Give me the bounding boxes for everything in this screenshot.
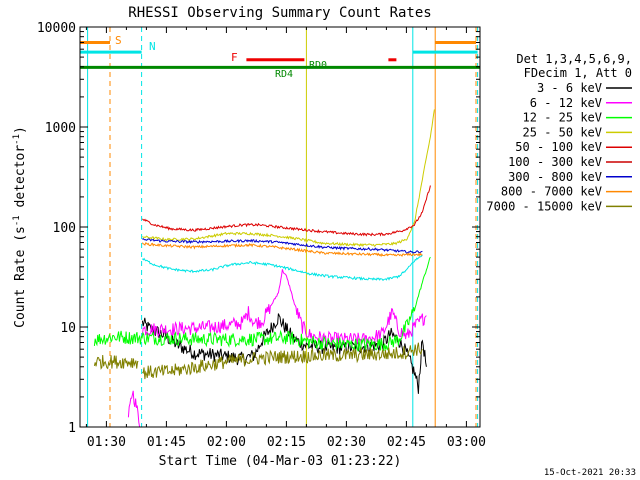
series-25-50-kev-line bbox=[142, 109, 435, 248]
legend-label-7000-15000-kev: 7000 - 15000 keV bbox=[486, 199, 602, 213]
x-tick-label: 01:30 bbox=[87, 435, 126, 450]
legend-label-800-7000-kev: 800 - 7000 keV bbox=[501, 185, 602, 199]
series-12-25-kev-line bbox=[93, 256, 431, 352]
series-6-12-kev-line-2 bbox=[141, 269, 427, 347]
rd0-flag-label: RD0 bbox=[309, 60, 327, 71]
legend-header-line-1: Det 1,3,4,5,6,9, bbox=[516, 52, 632, 66]
flare-flag-label: F bbox=[231, 51, 238, 64]
y-axis-label-sup1: -1 bbox=[12, 215, 22, 226]
series-50-100-kev-line bbox=[142, 185, 431, 237]
vertical-markers bbox=[87, 27, 479, 427]
x-tick-label: 01:45 bbox=[147, 435, 186, 450]
axis-ticks: 01:30 01:45 02:00 02:15 02:30 02:45 03:00 1 10 10… bbox=[37, 21, 486, 450]
y-tick-label: 1 bbox=[68, 421, 76, 436]
saa-flag-label: S bbox=[115, 34, 122, 47]
series-7000-15000-kev-line-1 bbox=[93, 354, 139, 370]
rd4-flag-label: RD4 bbox=[275, 69, 293, 80]
y-axis-label-end: ) bbox=[13, 126, 28, 134]
legend-label-25-50-kev: 25 - 50 keV bbox=[523, 125, 602, 139]
series-800-7000-kev-line bbox=[141, 242, 423, 258]
y-axis-label: Count Rate (s-1 detector-1) bbox=[12, 126, 28, 328]
y-tick-label: 10000 bbox=[37, 21, 76, 36]
y-tick-label: 1000 bbox=[45, 121, 76, 136]
y-tick-label: 10 bbox=[60, 321, 76, 336]
x-tick-label: 02:15 bbox=[267, 435, 306, 450]
legend-label-12-25-kev: 12 - 25 keV bbox=[523, 111, 602, 125]
night-flag-label: N bbox=[149, 40, 156, 53]
legend-label-300-800-kev: 300 - 800 keV bbox=[508, 170, 602, 184]
legend-header-line-2: FDecim 1, Att 0 bbox=[524, 66, 632, 80]
legend-label-3-6-kev: 3 - 6 keV bbox=[537, 81, 602, 95]
x-tick-label: 02:30 bbox=[327, 435, 366, 450]
flag-bars bbox=[80, 40, 480, 69]
y-axis-label-sup2: -1 bbox=[12, 134, 22, 145]
series-7000-15000-kev-line-2 bbox=[142, 342, 423, 380]
legend-label-100-300-kev: 100 - 300 keV bbox=[508, 155, 602, 169]
legend-label-50-100-kev: 50 - 100 keV bbox=[515, 140, 602, 154]
x-tick-label: 03:00 bbox=[447, 435, 486, 450]
y-axis-label-mid: detector bbox=[13, 145, 28, 216]
series-300-800-kev-line bbox=[142, 238, 423, 254]
legend-label-6-12-kev: 6 - 12 keV bbox=[530, 96, 602, 110]
data-series bbox=[93, 109, 435, 428]
chart-title: RHESSI Observing Summary Count Rates bbox=[128, 5, 431, 21]
x-tick-label: 02:00 bbox=[207, 435, 246, 450]
y-tick-label: 100 bbox=[53, 221, 76, 236]
series-6-12-kev-line-1 bbox=[127, 390, 141, 428]
series-100-300-kev-line bbox=[142, 254, 423, 282]
y-axis-label-main: Count Rate (s bbox=[13, 226, 28, 328]
footer-timestamp: 15-Oct-2021 20:33 bbox=[544, 468, 636, 478]
x-tick-label: 02:45 bbox=[387, 435, 426, 450]
x-axis-label: Start Time (04-Mar-03 01:23:22) bbox=[159, 454, 402, 469]
